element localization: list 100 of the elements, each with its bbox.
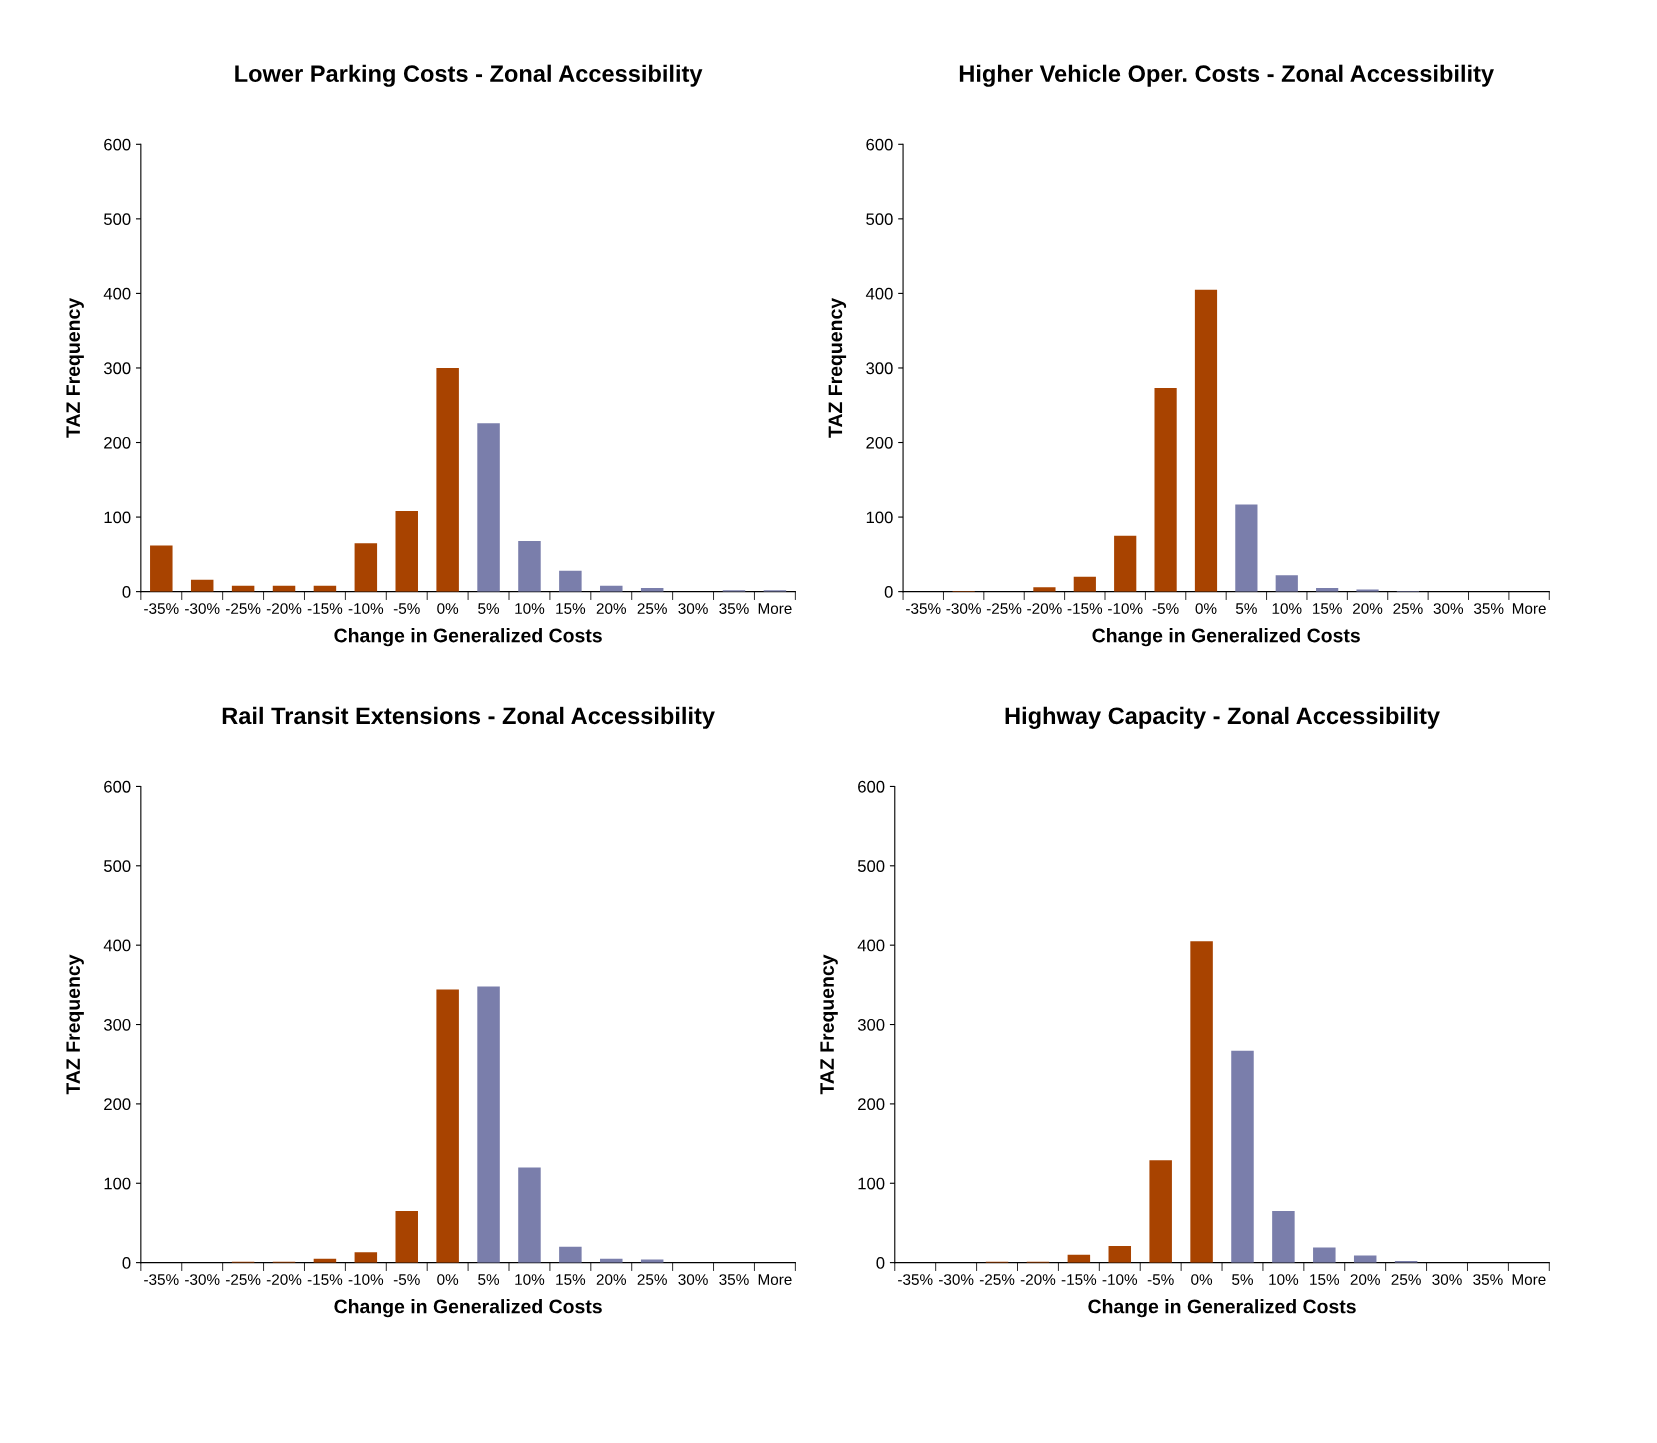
bar	[1033, 587, 1056, 592]
bar	[559, 570, 582, 592]
y-tick-label: 500	[103, 213, 131, 226]
x-tick-label: -25%	[986, 603, 1022, 614]
bar	[395, 1211, 418, 1263]
bar	[1235, 504, 1258, 592]
y-tick-label: 600	[104, 780, 131, 793]
x-tick-label: 25%	[1391, 1274, 1421, 1285]
x-tick-label: -5%	[1152, 603, 1179, 614]
x-tick-label: 0%	[437, 1274, 459, 1285]
x-tick-label: 5%	[478, 603, 500, 614]
bar	[1108, 1245, 1132, 1263]
y-axis-title: TAZ Frequency	[820, 954, 838, 1095]
x-tick-label: -15%	[1061, 1274, 1097, 1285]
x-tick-label: -30%	[185, 1274, 220, 1285]
x-tick-label: 10%	[515, 603, 545, 614]
chart-title: Highway Capacity - Zonal Accessibility	[1005, 706, 1440, 729]
x-tick-label: -10%	[348, 603, 384, 614]
bar	[436, 989, 459, 1263]
y-tick-label: 400	[865, 287, 893, 300]
y-tick-label: 300	[866, 362, 893, 375]
x-tick-label: -20%	[266, 603, 302, 614]
x-axis-title: Change in Generalized Costs	[334, 1299, 602, 1318]
y-tick-label: 0	[884, 586, 893, 598]
bar	[395, 511, 418, 592]
y-axis-title: TAZ Frequency	[66, 298, 84, 438]
bar	[354, 543, 378, 592]
x-axis-title: Change in Generalized Costs	[1092, 628, 1360, 647]
x-tick-label: -35%	[898, 1274, 933, 1285]
y-tick-label: 300	[103, 1018, 131, 1031]
x-tick-label: -10%	[348, 1274, 384, 1285]
x-tick-label: 5%	[1235, 603, 1257, 614]
x-tick-label: 30%	[678, 1274, 708, 1285]
x-tick-label: 10%	[1272, 603, 1302, 614]
x-tick-label: 20%	[596, 1274, 627, 1285]
y-tick-label: 0	[876, 1257, 885, 1269]
y-tick-label: 600	[104, 138, 131, 151]
x-tick-label: -10%	[1108, 603, 1143, 614]
bar	[1073, 576, 1096, 592]
y-tick-label: 0	[122, 1257, 131, 1269]
bar	[518, 540, 541, 592]
y-tick-label: 400	[857, 939, 885, 952]
y-tick-label: 200	[104, 436, 131, 449]
x-tick-label: More	[758, 603, 792, 614]
x-tick-label: -30%	[938, 1274, 974, 1285]
bar	[1353, 1255, 1377, 1263]
x-tick-label: -5%	[393, 1274, 420, 1285]
bar	[477, 986, 500, 1263]
x-axis-title: Change in Generalized Costs	[1088, 1299, 1356, 1318]
x-tick-label: -35%	[144, 603, 179, 614]
y-tick-label: 300	[857, 1018, 885, 1031]
x-tick-label: -30%	[185, 603, 220, 614]
x-tick-label: 15%	[1313, 603, 1342, 614]
x-tick-label: 25%	[637, 1274, 667, 1285]
bar	[518, 1167, 541, 1263]
x-tick-label: 30%	[678, 603, 708, 614]
y-axis-title: TAZ Frequency	[828, 298, 847, 438]
x-tick-label: -15%	[307, 1274, 343, 1285]
y-axis-title: TAZ Frequency	[66, 954, 84, 1095]
x-tick-label: -35%	[144, 1274, 179, 1285]
bar	[1272, 1211, 1295, 1263]
y-tick-label: 0	[122, 586, 131, 598]
x-tick-label: -5%	[1147, 1274, 1174, 1285]
x-tick-label: -5%	[393, 603, 420, 614]
x-tick-label: 35%	[719, 1274, 749, 1285]
y-tick-label: 100	[104, 511, 131, 524]
x-tick-label: 5%	[478, 1274, 500, 1285]
x-tick-label: -25%	[979, 1274, 1015, 1285]
x-axis-title: Change in Generalized Costs	[334, 628, 602, 647]
x-tick-label: -25%	[225, 603, 261, 614]
x-tick-label: 0%	[1195, 603, 1217, 614]
bar	[559, 1246, 582, 1263]
y-tick-label: 100	[104, 1177, 131, 1190]
y-tick-label: 600	[866, 138, 893, 151]
bar	[1356, 589, 1379, 592]
bar	[1114, 535, 1137, 592]
x-tick-label: 35%	[1473, 1274, 1503, 1285]
bar	[150, 545, 173, 592]
x-tick-label: -25%	[225, 1274, 261, 1285]
y-tick-label: 200	[104, 1098, 131, 1111]
bar	[354, 1252, 378, 1263]
y-tick-label: 600	[858, 780, 885, 793]
y-tick-label: 400	[103, 287, 131, 300]
x-tick-label: 20%	[596, 603, 627, 614]
x-tick-label: -35%	[906, 603, 941, 614]
x-tick-label: -20%	[1020, 1274, 1056, 1285]
chart-title: Lower Parking Costs - Zonal Accessibility	[235, 64, 703, 87]
x-tick-label: -15%	[307, 603, 343, 614]
x-tick-label: 30%	[1432, 1274, 1462, 1285]
y-tick-label: 400	[103, 939, 131, 952]
chart-title: Higher Vehicle Oper. Costs - Zonal Accessibility	[959, 64, 1494, 87]
x-tick-label: 5%	[1232, 1274, 1253, 1285]
x-tick-label: 0%	[437, 603, 459, 614]
y-tick-label: 500	[857, 860, 885, 872]
y-tick-label: 500	[103, 860, 131, 872]
bar	[1194, 289, 1218, 592]
y-tick-label: 100	[866, 511, 893, 524]
x-tick-label: More	[1512, 1274, 1546, 1285]
y-tick-label: 100	[858, 1177, 885, 1190]
x-tick-label: 15%	[1310, 1274, 1340, 1285]
